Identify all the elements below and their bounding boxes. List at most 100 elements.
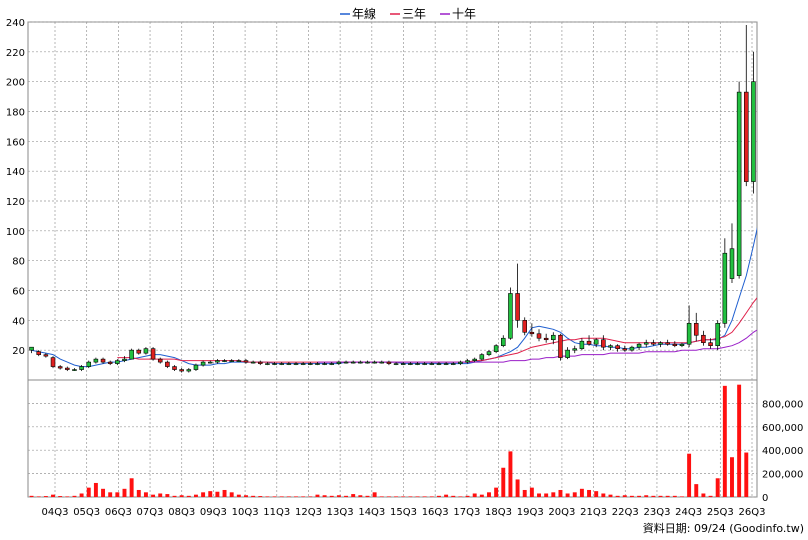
candle [415,362,420,366]
candle-body [165,361,170,367]
candle [215,359,220,364]
candle [358,360,363,364]
candle-body [215,360,220,363]
candle [472,357,477,363]
candle-body [622,348,628,351]
candle-body [508,293,513,339]
candle [43,353,49,358]
x-tick-label: 20Q3 [548,507,575,518]
volume-bar [151,494,156,497]
volume-bar [715,478,720,497]
x-tick-label: 08Q3 [168,507,195,518]
candle-body [472,358,477,361]
volume-bar [579,488,584,497]
volume-bar [572,492,577,497]
volume-bar [286,496,291,497]
volume-bar [329,495,334,497]
candle-body [79,366,84,370]
volume-bar [93,482,98,497]
candle [422,362,427,366]
volume-bar [615,495,620,497]
candle [629,345,635,352]
candle [508,287,513,340]
price-tick-label: 240 [6,18,25,29]
candle [336,360,342,366]
candle-body [115,360,120,364]
candle [86,360,92,369]
x-tick-label: 06Q3 [105,507,132,518]
volume-bar [79,493,84,497]
candle-body [372,361,377,364]
volume-bar [386,496,391,497]
candle-body [129,349,134,360]
candle [651,339,656,346]
candle [622,345,628,352]
volume-bar [158,493,163,497]
candle-body [715,323,720,346]
candle-body [586,340,592,345]
candle-body [150,348,156,360]
candle-body [36,351,41,355]
candle [572,345,578,354]
candle [744,24,749,187]
volume-bar [265,496,270,497]
volume-bar [294,496,298,497]
volume-bar [108,492,113,497]
volume-bar [372,492,377,497]
candle [200,360,206,367]
candle [129,348,134,360]
x-tick-label: 12Q3 [295,507,322,518]
candle [529,323,535,337]
legend-item: 十年 [440,7,476,21]
price-tick-label: 160 [6,137,25,148]
candle-body [50,357,56,367]
x-tick-label: 18Q3 [485,507,512,518]
x-tick-label: 24Q3 [675,507,702,518]
candle [400,362,406,366]
candle-body [258,361,263,364]
volume-tick-label: 600,000 [762,423,803,434]
volume-bar [436,495,441,497]
candle [186,368,192,373]
volume-bar [43,496,48,497]
volume-bar [129,478,134,497]
candle-body [236,360,242,362]
volume-bar [487,492,491,497]
candle-body [465,360,470,363]
x-tick-label: 14Q3 [358,507,385,518]
volume-bar [244,495,248,497]
candle-body [729,248,735,279]
candle-body [736,91,742,276]
candle [715,320,720,351]
candle-body [200,361,206,366]
volume-bar [401,496,406,497]
candle [365,360,370,364]
candle [736,81,742,279]
candle [79,365,84,372]
candle [372,360,377,364]
candle-body [744,91,749,182]
candle [450,362,456,366]
volume-bar [551,492,556,497]
candle-body [429,363,435,365]
volume-bar [565,493,570,497]
candle [29,346,34,354]
candle-body [43,354,49,357]
candle-body [558,334,563,358]
candle [222,359,227,363]
chart-legend: 年線 三年 十年 [340,6,476,21]
candle-body [643,342,649,345]
candle [243,359,249,364]
volume-bar [544,493,549,497]
footer-source-date: 資料日期: 09/24 (Goodinfo.tw) [643,521,804,535]
candle-body [286,363,292,365]
volume-bar [508,451,513,497]
volume-bar [472,493,477,497]
price-tick-label: 140 [6,167,25,178]
candle-body [493,345,499,352]
candle-body [608,345,613,348]
volume-bar [694,484,699,497]
candle [408,362,413,366]
candle [693,312,699,342]
